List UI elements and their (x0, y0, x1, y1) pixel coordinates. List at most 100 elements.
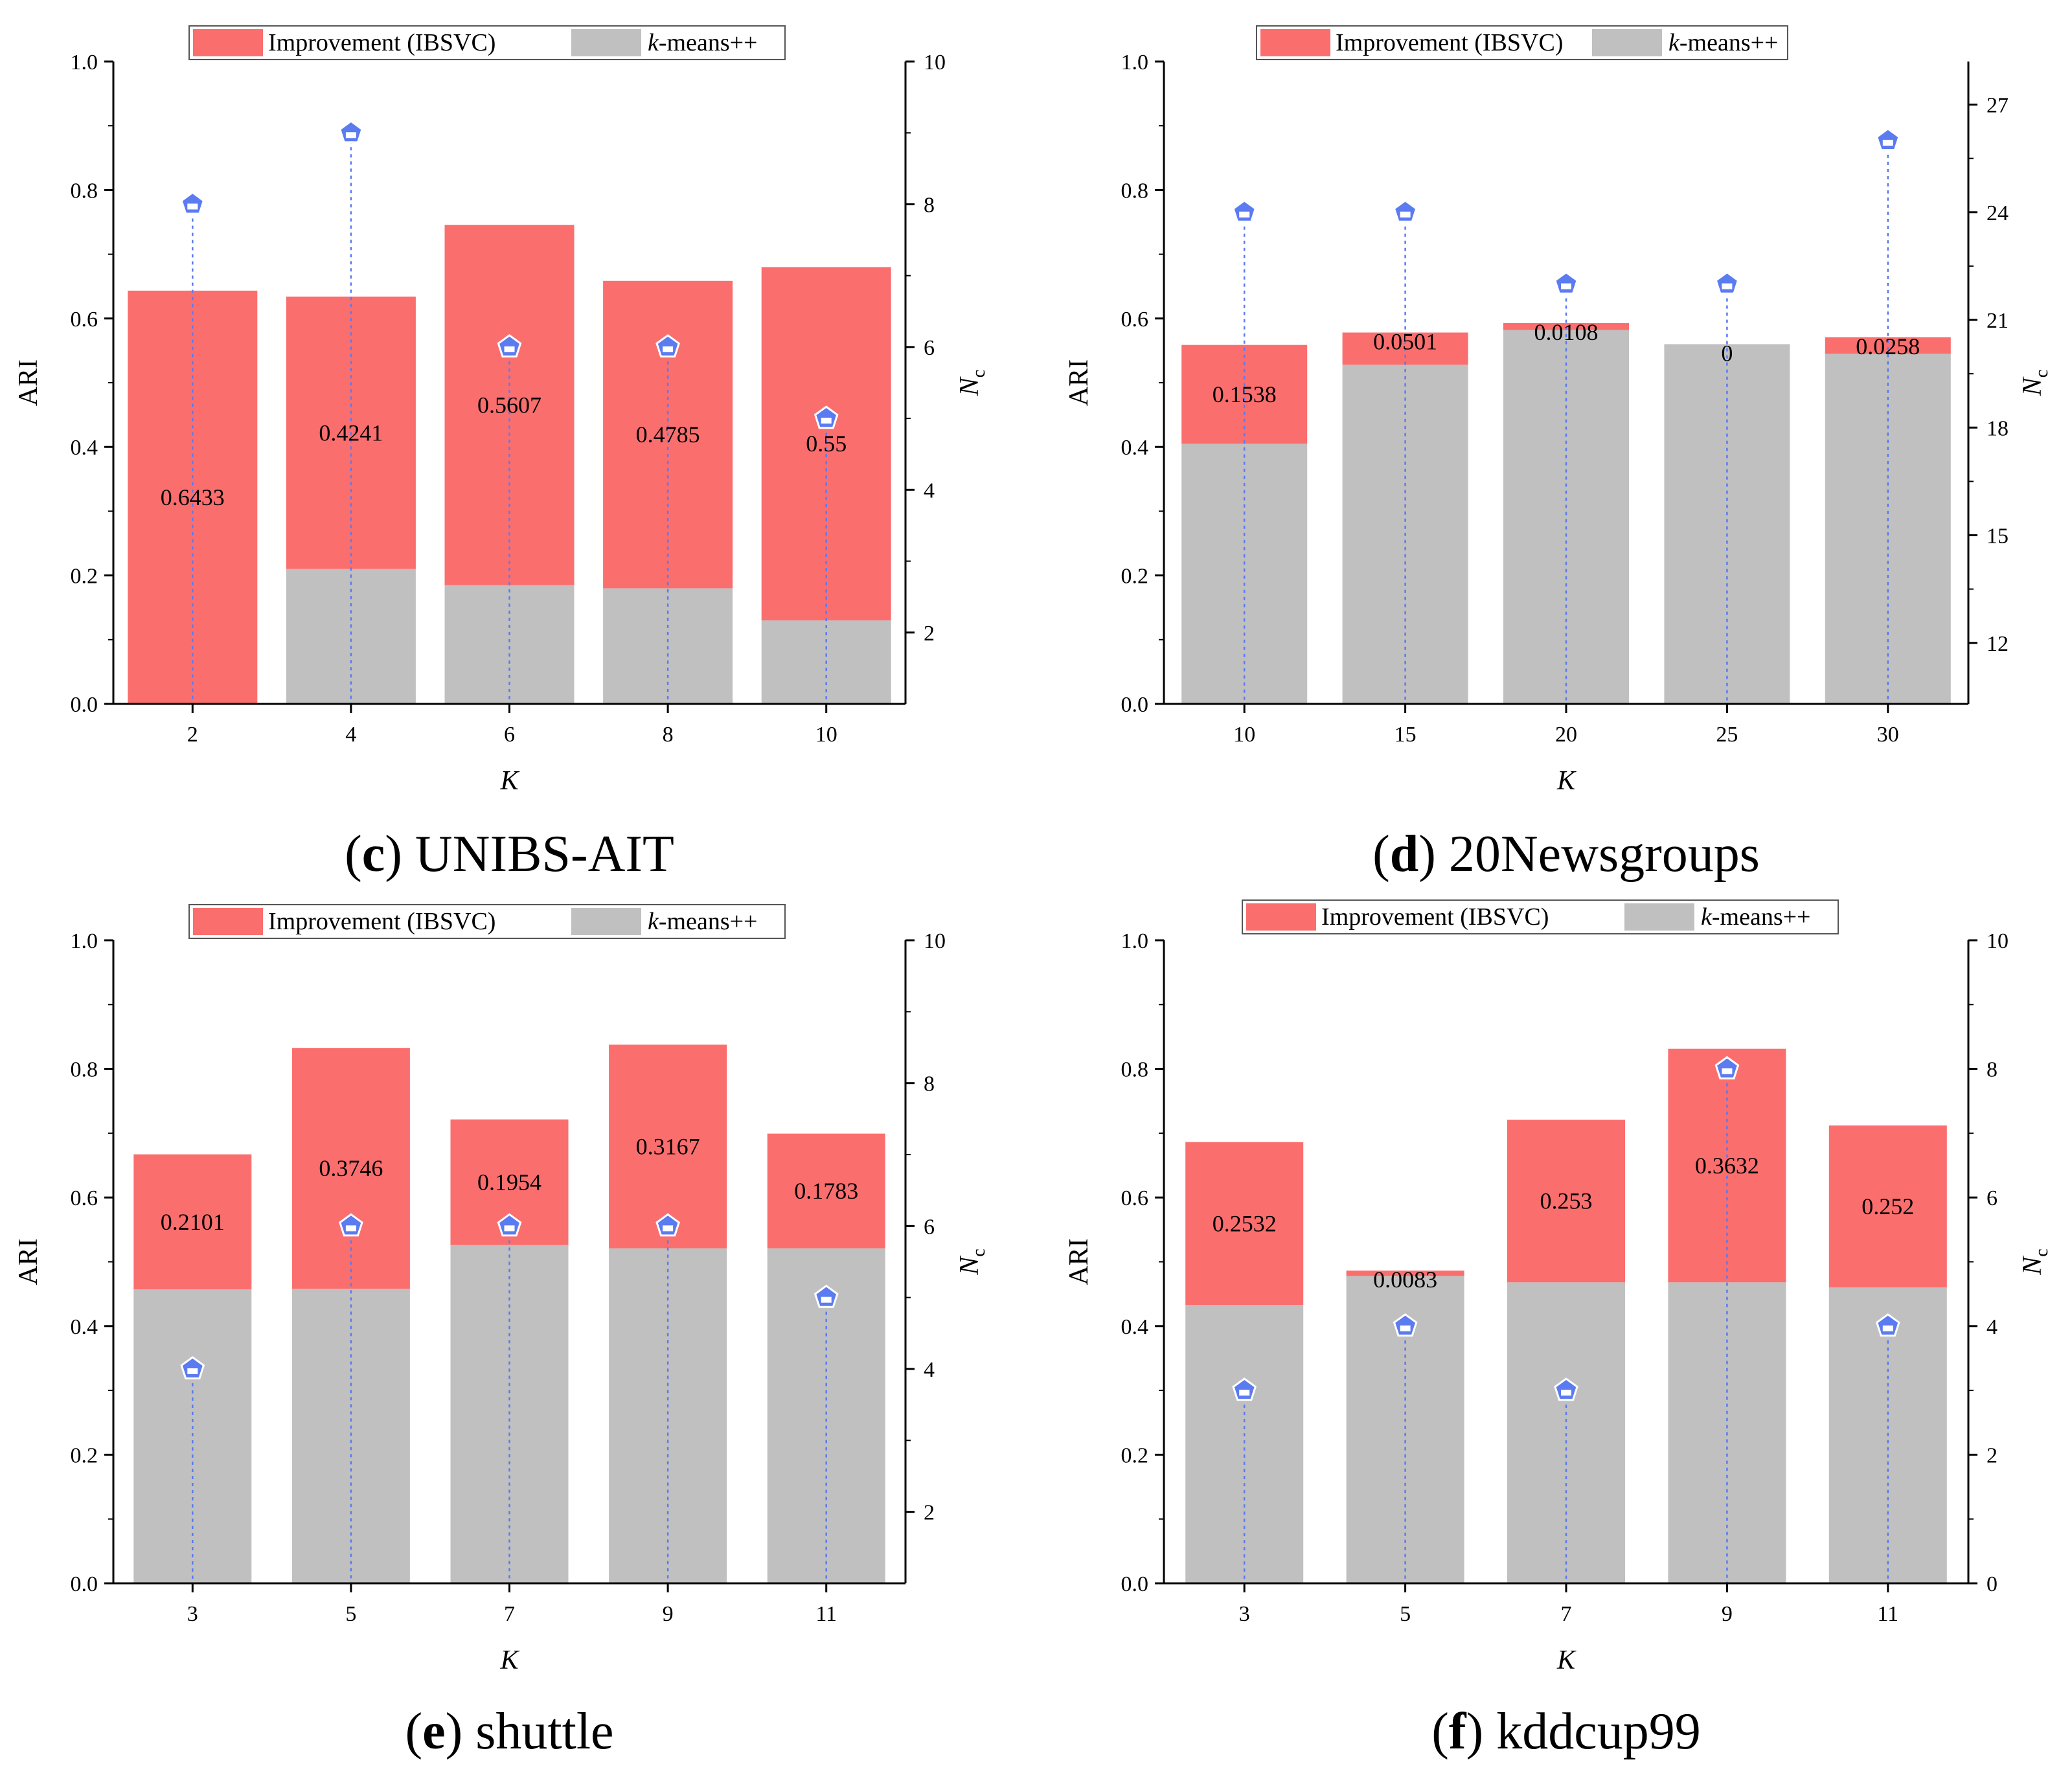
legend-swatch-improvement (193, 908, 263, 935)
y2-tick-label: 10 (1987, 929, 2009, 953)
caption-name: UNIBS-AIT (415, 826, 674, 883)
y2-axis-title-main: N (955, 376, 985, 396)
y-axis-title: ARI (1064, 359, 1094, 406)
bar-value-label: 0.1538 (1212, 381, 1277, 407)
bar-value-label: 0.253 (1540, 1188, 1593, 1214)
y2-tick-label: 8 (1987, 1058, 1998, 1082)
nc-marker (1554, 271, 1578, 295)
y2-tick-label: 0 (1987, 1572, 1998, 1596)
legend-label-kmeans-rest: -means++ (1712, 903, 1811, 931)
caption-paren-close: ) (446, 1703, 476, 1760)
caption-paren-open: ( (405, 1703, 422, 1760)
nc-marker-highlight (1561, 283, 1571, 289)
nc-marker (1875, 1313, 1900, 1337)
bar-value-label: 0.0258 (1856, 333, 1920, 359)
y2-tick-label: 27 (1987, 94, 2009, 118)
bar-value-label: 0.0501 (1373, 329, 1437, 355)
bar-value-label: 0.6433 (161, 484, 225, 510)
caption-paren-open: ( (345, 826, 362, 883)
panel-caption: (d) 20Newsgroups (1372, 826, 1760, 883)
nc-marker (180, 191, 205, 215)
x-tick-label: 3 (1239, 1602, 1250, 1626)
legend-label-kmeans-italic: k (648, 908, 659, 935)
nc-marker (1714, 271, 1740, 295)
nc-marker-highlight (1239, 1390, 1250, 1396)
legend-label-kmeans-italic: k (1668, 29, 1680, 56)
y2-tick-label: 12 (1987, 632, 2009, 656)
x-tick-label: 11 (1877, 1602, 1898, 1626)
bar-value-label: 0.3632 (1695, 1153, 1759, 1179)
x-tick-label: 5 (345, 1602, 356, 1626)
legend: Improvement (IBSVC) k-means++ (188, 904, 786, 939)
y-tick-label: 1.0 (1121, 51, 1149, 74)
legend: Improvement (IBSVC) k-means++ (1256, 25, 1788, 60)
kmeans-bar (1181, 444, 1308, 704)
legend-box (188, 25, 786, 60)
y2-tick-label: 6 (1987, 1186, 1998, 1210)
legend-swatch-kmeans (1592, 29, 1662, 56)
nc-marker-highlight (187, 1368, 198, 1374)
y2-tick-label: 15 (1987, 525, 2009, 548)
y-tick-label: 0.2 (71, 1443, 98, 1467)
y-tick-label: 0.8 (71, 1058, 98, 1082)
legend-label-improvement: Improvement (IBSVC) (268, 29, 495, 56)
nc-marker-highlight (1882, 1325, 1893, 1331)
y2-tick-label: 6 (924, 1215, 935, 1239)
nc-marker (497, 1213, 522, 1237)
y-tick-label: 0.2 (1121, 1443, 1149, 1467)
nc-marker-highlight (504, 1225, 515, 1232)
bar-value-label: 0.3746 (319, 1155, 383, 1181)
kmeans-bar (1664, 344, 1790, 704)
x-tick-label: 7 (1561, 1602, 1572, 1626)
y-axis-title: ARI (14, 359, 43, 406)
caption-paren-open: ( (1372, 826, 1390, 883)
nc-marker (655, 1213, 680, 1237)
nc-marker (1554, 1377, 1578, 1401)
improvement-bar (1828, 1125, 1947, 1288)
y2-axis-title: Nc (955, 370, 989, 396)
x-tick-label: 10 (1233, 723, 1255, 747)
x-tick-label: 5 (1400, 1602, 1411, 1626)
improvement-bar (1503, 322, 1629, 330)
legend-label-kmeans-rest: -means++ (659, 29, 758, 56)
caption-paren-close: ) (1418, 826, 1449, 883)
nc-marker-highlight (504, 346, 515, 352)
x-tick-label: 3 (187, 1602, 198, 1626)
y2-tick-label: 8 (924, 1072, 935, 1096)
caption-letter: e (422, 1703, 446, 1760)
y-tick-label: 0.8 (71, 179, 98, 203)
caption-letter: c (362, 826, 385, 883)
y-tick-label: 0.6 (1121, 308, 1149, 332)
caption-name: kddcup99 (1496, 1703, 1701, 1760)
y2-axis-title-sub: c (2032, 370, 2052, 378)
legend-swatch-kmeans (571, 908, 641, 935)
legend-label-kmeans-italic: k (1701, 903, 1713, 931)
legend-swatch-improvement (1246, 903, 1316, 931)
legend-label-kmeans-italic: k (648, 29, 659, 56)
legend-box (1256, 25, 1788, 60)
bar-value-label: 0.1954 (477, 1170, 541, 1195)
caption-letter: d (1390, 826, 1419, 883)
legend-box (1242, 899, 1839, 934)
x-tick-label: 7 (504, 1602, 515, 1626)
y2-tick-label: 4 (924, 1358, 935, 1382)
kmeans-bar (1185, 1305, 1304, 1583)
improvement-bar (1346, 1271, 1464, 1276)
chart-panel-d: 0.1538 0.0501 0.0108 0 0.0258 0.0 0.2 0.4 0.6 0.8… (1064, 25, 2052, 883)
x-tick-label: 2 (187, 723, 198, 747)
y-tick-label: 0.8 (1121, 179, 1149, 203)
y2-axis-title-main: N (955, 1256, 985, 1276)
y-tick-label: 0.4 (71, 436, 98, 460)
nc-marker-highlight (1561, 1390, 1571, 1396)
bar-value-label: 0.2532 (1212, 1210, 1277, 1236)
y-tick-label: 0.0 (71, 1572, 98, 1596)
improvement-bar (767, 1133, 885, 1249)
x-tick-label: 10 (815, 723, 837, 747)
caption-paren-close: ) (1466, 1703, 1497, 1760)
legend-label-kmeans: k-means++ (1668, 29, 1778, 56)
y-tick-label: 0.4 (1121, 1315, 1149, 1339)
caption-paren-open: ( (1431, 1703, 1449, 1760)
x-axis-title: K (499, 1645, 519, 1675)
y-tick-label: 0.2 (71, 565, 98, 589)
